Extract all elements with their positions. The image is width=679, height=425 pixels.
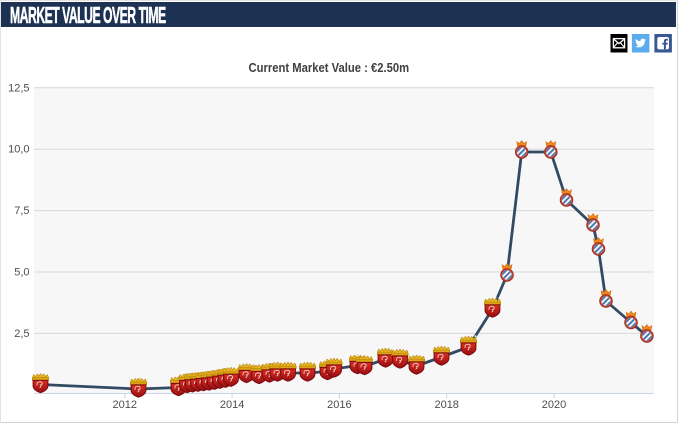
svg-text:2016: 2016 [327, 399, 351, 411]
svg-text:10,0: 10,0 [8, 144, 29, 156]
svg-text:5,0: 5,0 [14, 267, 29, 279]
svg-text:2014: 2014 [220, 399, 244, 411]
svg-text:7,5: 7,5 [14, 205, 29, 217]
svg-text:2012: 2012 [113, 399, 137, 411]
svg-text:2020: 2020 [542, 399, 566, 411]
svg-text:12,5: 12,5 [8, 82, 29, 94]
svg-text:2018: 2018 [434, 399, 458, 411]
svg-text:2,5: 2,5 [14, 328, 29, 340]
